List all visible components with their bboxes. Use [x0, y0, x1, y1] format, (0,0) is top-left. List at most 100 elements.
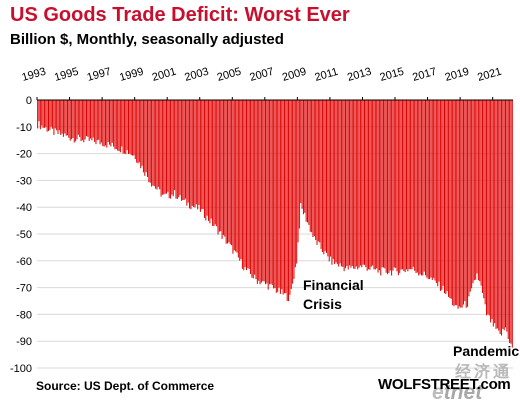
bar [113, 100, 115, 147]
bar [233, 100, 235, 251]
bar [382, 100, 384, 268]
bar [288, 100, 290, 302]
bar [340, 100, 342, 267]
bar [304, 100, 306, 213]
bar [77, 100, 79, 135]
bar [98, 100, 100, 140]
bar [171, 100, 173, 195]
bar [84, 100, 86, 140]
x-tick-label: 2019 [444, 66, 471, 84]
bar [203, 100, 205, 218]
bar [190, 100, 192, 210]
bar [52, 100, 54, 129]
bar [486, 100, 488, 316]
bar [484, 100, 486, 305]
bar [106, 100, 108, 148]
bar [406, 100, 408, 270]
bar [511, 100, 513, 348]
bar [419, 100, 421, 275]
bar [319, 100, 321, 243]
bar [342, 100, 344, 267]
bar [414, 100, 416, 271]
bar [221, 100, 223, 239]
bar [208, 100, 210, 221]
bar [507, 100, 509, 340]
bar [206, 100, 208, 216]
bar [195, 100, 197, 205]
bar [506, 100, 508, 332]
bar [464, 100, 466, 302]
bar [307, 100, 309, 223]
bar [418, 100, 420, 276]
bar [57, 100, 59, 134]
bar [191, 100, 193, 206]
bar [331, 100, 333, 265]
bar [148, 100, 150, 183]
bar [180, 100, 182, 201]
bar [100, 100, 102, 143]
bar [236, 100, 238, 253]
bar [439, 100, 441, 291]
bar [397, 100, 399, 276]
bar [126, 100, 128, 151]
bar [217, 100, 219, 235]
bar [431, 100, 433, 281]
bar [449, 100, 451, 299]
bar [90, 100, 92, 139]
bar [343, 100, 345, 272]
bar [435, 100, 437, 284]
bar [377, 100, 379, 273]
bar [450, 100, 452, 299]
bar [490, 100, 492, 323]
bar [366, 100, 368, 271]
bar [199, 100, 201, 212]
bar [387, 100, 389, 275]
bar [335, 100, 337, 263]
bar [111, 100, 113, 143]
bar [315, 100, 317, 240]
y-tick-label: -100 [10, 363, 32, 375]
bar [161, 100, 163, 195]
bar [138, 100, 140, 163]
y-tick-label: -30 [16, 175, 32, 187]
bar [454, 100, 456, 305]
bar [164, 100, 166, 194]
watermark-logo: etnet [432, 382, 514, 404]
bar [446, 100, 448, 292]
y-tick-label: -20 [16, 149, 32, 161]
bar [385, 100, 387, 273]
bar [495, 100, 497, 329]
bar [456, 100, 458, 306]
bar [365, 100, 367, 268]
bar [231, 100, 233, 246]
bar [153, 100, 155, 187]
bar [403, 100, 405, 272]
watermark-logo-rest: tnet [443, 381, 483, 404]
bar [53, 100, 55, 135]
bar [45, 100, 47, 128]
bar [425, 100, 427, 276]
bar [369, 100, 371, 270]
x-tick-label: 1997 [86, 66, 113, 84]
annotation-financial-crisis-line-1: Financial [303, 277, 364, 293]
bar [159, 100, 161, 190]
bar [267, 100, 269, 290]
bar [212, 100, 214, 226]
bar-layer [37, 100, 513, 348]
bar [255, 100, 257, 280]
bar [244, 100, 246, 268]
watermark-chinese-text: 经济通 [455, 364, 513, 381]
bar [147, 100, 149, 177]
bar [312, 100, 314, 238]
bar [430, 100, 432, 278]
bar [224, 100, 226, 237]
x-tick-label: 2005 [216, 66, 243, 84]
bar [119, 100, 121, 153]
bar [355, 100, 357, 267]
bar [179, 100, 181, 196]
bar [361, 100, 363, 268]
bar [412, 100, 414, 267]
bar [128, 100, 130, 155]
bar [384, 100, 386, 269]
bar [41, 100, 43, 126]
